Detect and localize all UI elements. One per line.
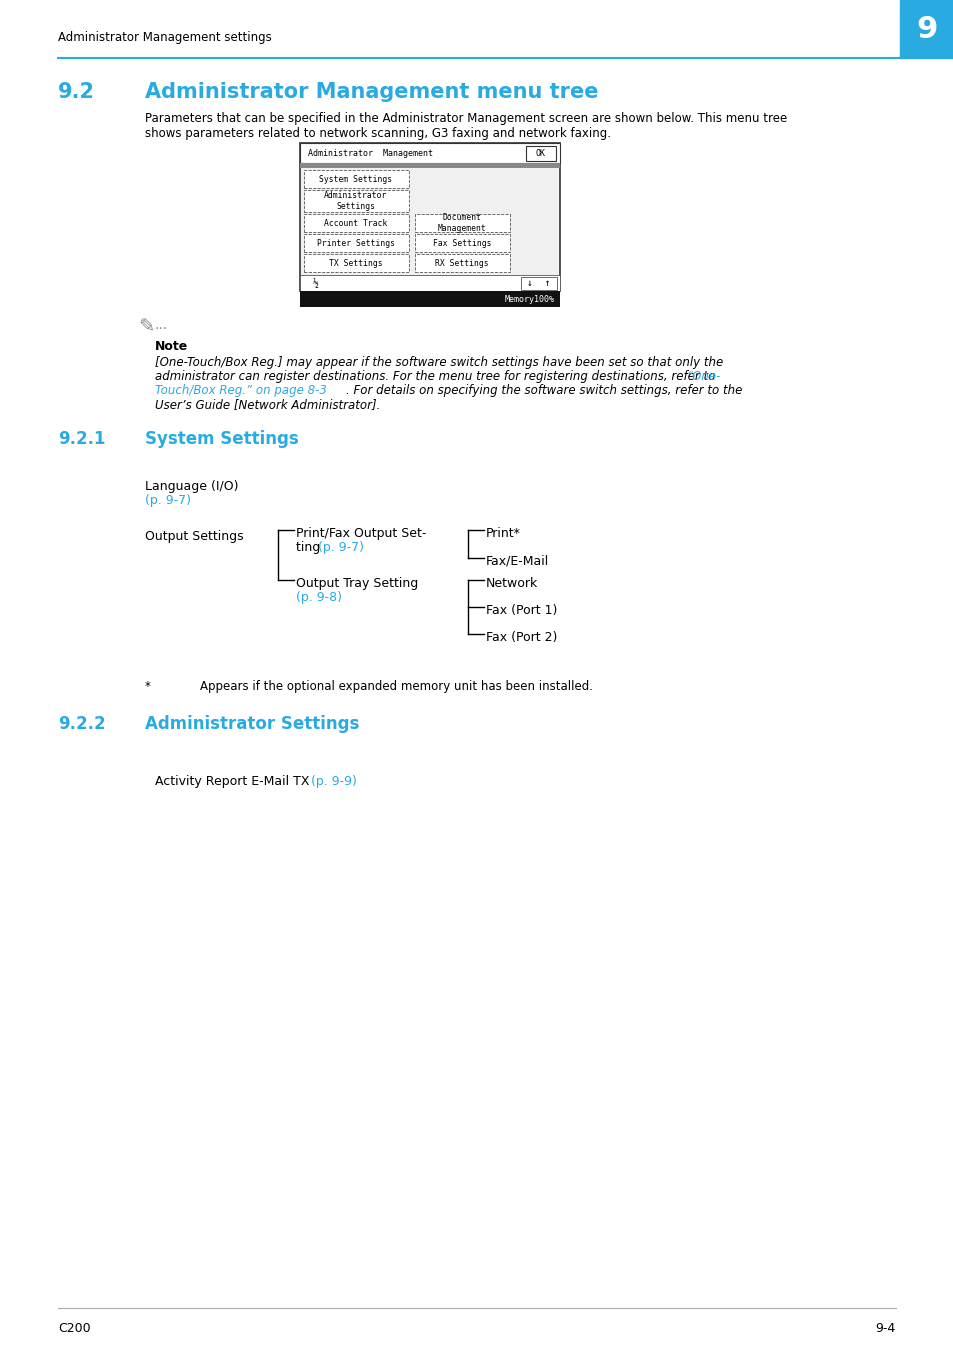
Text: Administrator  Management: Administrator Management [308, 148, 433, 158]
Text: Fax/E-Mail: Fax/E-Mail [485, 555, 549, 568]
Bar [304, 170, 409, 188]
Text: Activity Report E-Mail TX: Activity Report E-Mail TX [154, 775, 314, 788]
Text: [One-Touch/Box Reg.] may appear if the software switch settings have been set so: [One-Touch/Box Reg.] may appear if the s… [154, 356, 722, 369]
Text: TX Settings: TX Settings [329, 258, 382, 267]
Text: Administrator Management menu tree: Administrator Management menu tree [145, 82, 598, 103]
Text: 9.2: 9.2 [58, 82, 95, 103]
Text: Fax (Port 2): Fax (Port 2) [485, 630, 557, 644]
Text: 9.2.2: 9.2.2 [58, 716, 106, 733]
Text: ↓  ↑: ↓ ↑ [527, 278, 550, 288]
Text: Output Tray Setting: Output Tray Setting [295, 576, 417, 590]
Text: C200: C200 [58, 1322, 91, 1335]
Bar [299, 275, 559, 292]
Text: . For details on specifying the software switch settings, refer to the: . For details on specifying the software… [346, 383, 741, 397]
Text: Appears if the optional expanded memory unit has been installed.: Appears if the optional expanded memory … [200, 680, 593, 693]
Bar [415, 254, 510, 271]
Text: Output Settings: Output Settings [145, 531, 243, 543]
Text: ...: ... [154, 319, 168, 332]
Bar [525, 146, 556, 161]
Text: ½: ½ [313, 278, 318, 288]
Bar [304, 215, 409, 232]
Text: System Settings: System Settings [319, 174, 392, 184]
Bar [520, 277, 557, 290]
Text: System Settings: System Settings [145, 431, 298, 448]
Bar [304, 190, 409, 212]
Text: 9: 9 [915, 15, 937, 43]
Text: Note: Note [154, 340, 188, 352]
Text: Administrator
Settings: Administrator Settings [324, 192, 387, 211]
Text: ting: ting [295, 541, 324, 554]
Text: 9-4: 9-4 [875, 1322, 895, 1335]
Text: Print*: Print* [485, 526, 520, 540]
Bar [899, 0, 953, 58]
Text: Fax (Port 1): Fax (Port 1) [485, 603, 557, 617]
Text: RX Settings: RX Settings [435, 258, 488, 267]
Text: (p. 9-7): (p. 9-7) [145, 494, 191, 508]
Bar [299, 143, 559, 163]
Text: Print/Fax Output Set-: Print/Fax Output Set- [295, 526, 426, 540]
Text: Administrator Settings: Administrator Settings [145, 716, 359, 733]
Bar [304, 234, 409, 252]
Text: 9.2.1: 9.2.1 [58, 431, 106, 448]
Bar [415, 215, 510, 232]
Text: Parameters that can be specified in the Administrator Management screen are show: Parameters that can be specified in the … [145, 112, 786, 126]
Text: Touch/Box Reg.” on page 8-3: Touch/Box Reg.” on page 8-3 [154, 383, 327, 397]
Text: administrator can register destinations. For the menu tree for registering desti: administrator can register destinations.… [154, 370, 719, 383]
Text: Memory100%: Memory100% [504, 294, 555, 304]
Text: OK: OK [536, 148, 545, 158]
Bar [299, 143, 559, 292]
Text: Language (I/O): Language (I/O) [145, 481, 238, 493]
Bar [299, 292, 559, 306]
Bar [304, 254, 409, 271]
Text: *: * [145, 680, 151, 693]
Text: Printer Settings: Printer Settings [316, 239, 395, 247]
Text: ✎: ✎ [138, 319, 154, 338]
Bar [415, 234, 510, 252]
Text: Document
Management: Document Management [437, 213, 486, 232]
Text: shows parameters related to network scanning, G3 faxing and network faxing.: shows parameters related to network scan… [145, 127, 610, 140]
Text: Account Track: Account Track [324, 219, 387, 228]
Text: User’s Guide [Network Administrator].: User’s Guide [Network Administrator]. [154, 398, 380, 410]
Text: (p. 9-8): (p. 9-8) [295, 591, 341, 603]
Text: Network: Network [485, 576, 537, 590]
Text: (p. 9-7): (p. 9-7) [317, 541, 364, 554]
Text: Administrator Management settings: Administrator Management settings [58, 31, 272, 45]
Bar [299, 163, 559, 167]
Text: Fax Settings: Fax Settings [433, 239, 491, 247]
Text: “One-: “One- [685, 370, 720, 383]
Text: (p. 9-9): (p. 9-9) [311, 775, 356, 788]
